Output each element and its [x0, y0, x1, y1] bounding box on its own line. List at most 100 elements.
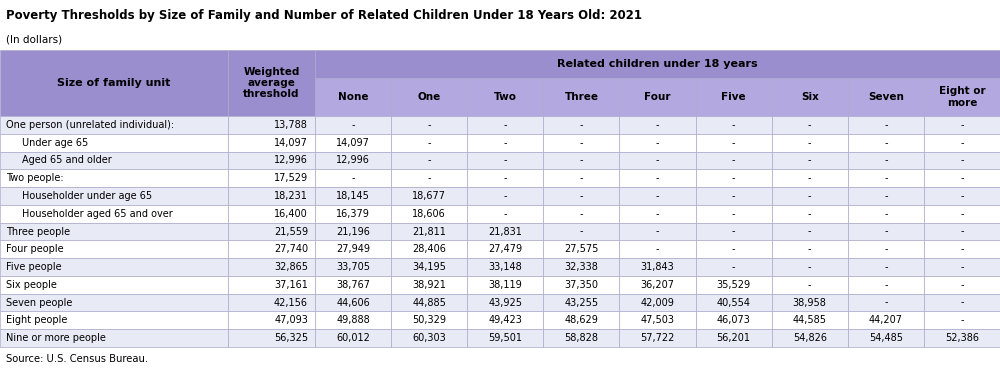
Text: -: - — [580, 191, 583, 201]
Bar — [467, 294, 543, 311]
Bar — [696, 78, 772, 116]
Bar — [772, 78, 848, 116]
Text: -: - — [960, 138, 964, 148]
Text: -: - — [656, 227, 659, 237]
Bar — [619, 78, 696, 116]
Text: -: - — [732, 227, 735, 237]
Text: 35,529: 35,529 — [717, 280, 751, 290]
Text: -: - — [884, 138, 888, 148]
Text: Three: Three — [564, 92, 598, 102]
Bar — [228, 329, 315, 347]
Text: 50,329: 50,329 — [412, 315, 446, 325]
Text: -: - — [884, 227, 888, 237]
Bar — [391, 187, 467, 205]
Text: Nine or more people: Nine or more people — [6, 333, 106, 343]
Text: -: - — [960, 262, 964, 272]
Bar — [0, 223, 228, 240]
Bar — [696, 311, 772, 329]
Text: -: - — [580, 120, 583, 130]
Bar — [619, 169, 696, 187]
Text: 36,207: 36,207 — [640, 280, 674, 290]
Text: Size of family unit: Size of family unit — [57, 78, 171, 88]
Text: 33,148: 33,148 — [488, 262, 522, 272]
Text: 44,885: 44,885 — [412, 297, 446, 308]
Text: -: - — [656, 120, 659, 130]
Text: (In dollars): (In dollars) — [6, 34, 62, 44]
Bar — [924, 258, 1000, 276]
Bar — [772, 116, 848, 134]
Text: -: - — [884, 297, 888, 308]
Bar — [924, 240, 1000, 258]
Text: -: - — [504, 209, 507, 219]
Bar — [315, 134, 391, 152]
Bar — [696, 276, 772, 294]
Text: 18,145: 18,145 — [336, 191, 370, 201]
Bar — [315, 294, 391, 311]
Text: Poverty Thresholds by Size of Family and Number of Related Children Under 18 Yea: Poverty Thresholds by Size of Family and… — [6, 9, 642, 22]
Text: -: - — [960, 280, 964, 290]
Text: Six: Six — [801, 92, 819, 102]
Text: 49,888: 49,888 — [336, 315, 370, 325]
Text: 18,606: 18,606 — [412, 209, 446, 219]
Bar — [696, 116, 772, 134]
Bar — [315, 169, 391, 187]
Text: 46,073: 46,073 — [717, 315, 751, 325]
Bar — [848, 152, 924, 169]
Text: -: - — [732, 262, 735, 272]
Bar — [772, 258, 848, 276]
Text: 34,195: 34,195 — [412, 262, 446, 272]
Bar — [619, 329, 696, 347]
Text: -: - — [732, 191, 735, 201]
Bar — [924, 205, 1000, 223]
Bar — [228, 116, 315, 134]
Text: -: - — [808, 138, 811, 148]
Bar — [228, 258, 315, 276]
Text: Three people: Three people — [6, 227, 70, 237]
Bar — [391, 329, 467, 347]
Bar — [848, 240, 924, 258]
Text: -: - — [504, 155, 507, 165]
Text: 44,606: 44,606 — [336, 297, 370, 308]
Bar — [543, 78, 619, 116]
Bar — [848, 276, 924, 294]
Bar — [543, 258, 619, 276]
Bar — [0, 169, 228, 187]
Bar — [315, 187, 391, 205]
Text: Aged 65 and older: Aged 65 and older — [22, 155, 112, 165]
Bar — [924, 78, 1000, 116]
Text: 42,009: 42,009 — [641, 297, 674, 308]
Text: 21,811: 21,811 — [412, 227, 446, 237]
Bar — [0, 329, 228, 347]
Text: Two people:: Two people: — [6, 173, 64, 183]
Bar — [772, 152, 848, 169]
Bar — [228, 152, 315, 169]
Text: -: - — [656, 209, 659, 219]
Bar — [848, 205, 924, 223]
Text: -: - — [884, 244, 888, 254]
Bar — [924, 294, 1000, 311]
Text: One person (unrelated individual):: One person (unrelated individual): — [6, 120, 174, 130]
Text: Two: Two — [494, 92, 517, 102]
Text: -: - — [808, 280, 811, 290]
Text: Five people: Five people — [6, 262, 62, 272]
Bar — [467, 78, 543, 116]
Text: 47,093: 47,093 — [274, 315, 308, 325]
Bar — [543, 294, 619, 311]
Bar — [772, 294, 848, 311]
Bar — [228, 311, 315, 329]
Bar — [848, 78, 924, 116]
Bar — [619, 223, 696, 240]
Bar — [467, 187, 543, 205]
Bar — [848, 311, 924, 329]
Bar — [772, 134, 848, 152]
Text: -: - — [808, 173, 811, 183]
Bar — [543, 311, 619, 329]
Bar — [0, 294, 228, 311]
Bar — [391, 78, 467, 116]
Text: -: - — [732, 138, 735, 148]
Bar — [0, 134, 228, 152]
Bar — [467, 205, 543, 223]
Text: -: - — [808, 262, 811, 272]
Bar — [0, 187, 228, 205]
Bar — [924, 223, 1000, 240]
